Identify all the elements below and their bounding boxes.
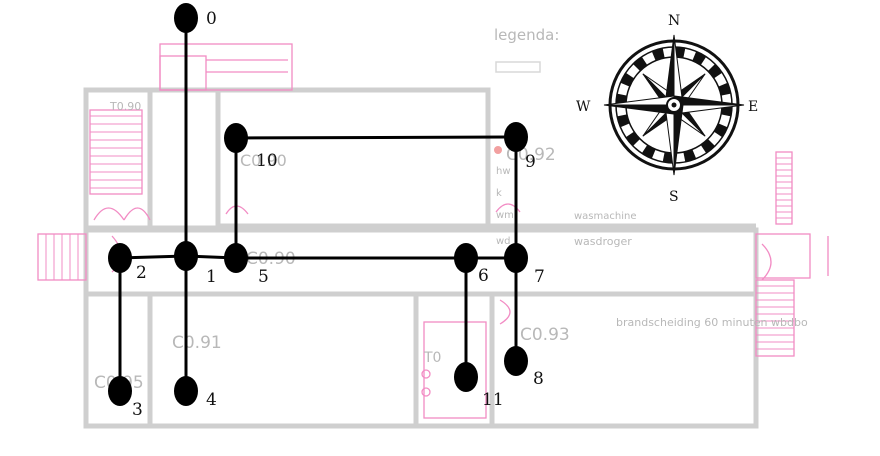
graph-node-0 bbox=[174, 3, 198, 33]
legend-title: legenda: bbox=[494, 26, 559, 44]
graph-node-label-2: 2 bbox=[136, 263, 147, 283]
room-label-c093: C0.93 bbox=[520, 325, 570, 345]
room-label-c090-top: C0.90 bbox=[240, 151, 287, 170]
graph-nodes: 0 1 2 3 4 5 6 7 8 9 10 11 bbox=[108, 3, 545, 420]
graph-node-3 bbox=[108, 376, 132, 406]
graph-node-label-3: 3 bbox=[132, 400, 143, 420]
graph-node-8 bbox=[504, 346, 528, 376]
graph-node-4 bbox=[174, 376, 198, 406]
graph-node-label-10: 10 bbox=[256, 151, 278, 171]
floorplan-background: legenda: T0.90 C0.90 C0.92 C0.90 C0.91 C… bbox=[37, 26, 829, 429]
graph-node-2 bbox=[108, 243, 132, 273]
annotation-wasmachine: wasmachine bbox=[574, 211, 637, 222]
graph-node-label-11: 11 bbox=[482, 390, 504, 410]
graph-node-label-7: 7 bbox=[534, 267, 545, 287]
compass-rose-icon: N E S W bbox=[576, 13, 758, 205]
graph-node-label-8: 8 bbox=[533, 369, 544, 389]
graph-node-7 bbox=[504, 243, 528, 273]
graph-node-11 bbox=[454, 362, 478, 392]
graph-node-5 bbox=[224, 243, 248, 273]
graph-edge-9-10 bbox=[235, 135, 517, 140]
graph-node-6 bbox=[454, 243, 478, 273]
annotation-brandscheiding: brandscheiding 60 minuten wbdbo bbox=[616, 316, 808, 329]
compass-west-label: W bbox=[576, 99, 591, 115]
graph-node-label-0: 0 bbox=[206, 9, 217, 29]
graph-node-label-9: 9 bbox=[525, 152, 536, 172]
graph-node-10 bbox=[224, 123, 248, 153]
compass-east-label: E bbox=[748, 99, 758, 115]
graph-node-label-1: 1 bbox=[206, 267, 217, 287]
annotation-wasdroger: wasdroger bbox=[574, 235, 632, 248]
graph-node-9 bbox=[504, 122, 528, 152]
room-label-t090: T0.90 bbox=[109, 100, 141, 113]
annotation-wm: wm bbox=[496, 210, 514, 221]
room-label-t0: T0 bbox=[423, 350, 441, 366]
graph-node-label-5: 5 bbox=[258, 267, 269, 287]
room-label-c091: C0.91 bbox=[172, 333, 222, 353]
graph-node-label-4: 4 bbox=[206, 390, 217, 410]
compass-north-label: N bbox=[668, 13, 680, 29]
graph-node-label-6: 6 bbox=[478, 266, 489, 286]
graph-node-1 bbox=[174, 241, 198, 271]
compass-south-label: S bbox=[669, 189, 679, 205]
annotation-hw: hw bbox=[496, 166, 511, 177]
annotation-wd: wd bbox=[496, 236, 511, 247]
annotation-k: k bbox=[496, 188, 502, 199]
